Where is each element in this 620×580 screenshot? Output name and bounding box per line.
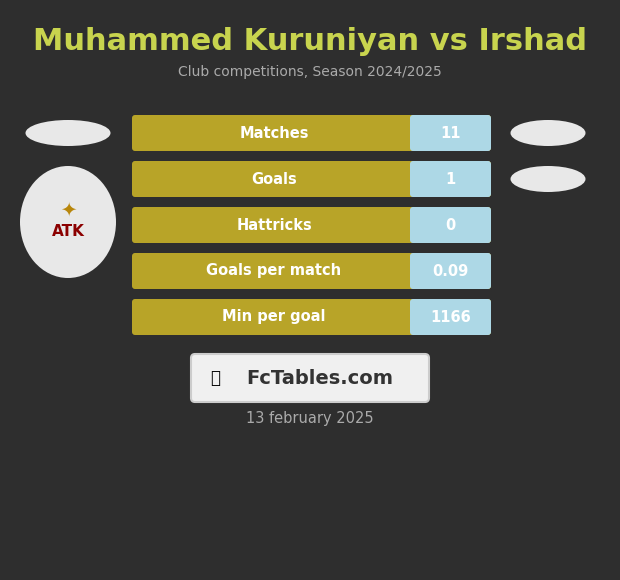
FancyBboxPatch shape: [410, 161, 491, 197]
Text: 13 february 2025: 13 february 2025: [246, 411, 374, 426]
FancyBboxPatch shape: [191, 354, 429, 402]
FancyBboxPatch shape: [410, 299, 491, 335]
Text: Club competitions, Season 2024/2025: Club competitions, Season 2024/2025: [178, 65, 442, 79]
FancyBboxPatch shape: [132, 299, 491, 335]
Text: 0: 0: [445, 218, 456, 233]
FancyBboxPatch shape: [132, 207, 491, 243]
FancyBboxPatch shape: [132, 115, 491, 151]
Ellipse shape: [510, 166, 585, 192]
Text: ATK: ATK: [51, 224, 84, 240]
Text: Goals: Goals: [251, 172, 297, 187]
FancyBboxPatch shape: [410, 253, 491, 289]
FancyBboxPatch shape: [132, 253, 491, 289]
Ellipse shape: [510, 120, 585, 146]
Text: FcTables.com: FcTables.com: [247, 368, 394, 387]
FancyBboxPatch shape: [410, 115, 491, 151]
Text: 1166: 1166: [430, 310, 471, 324]
Text: 📊: 📊: [210, 369, 220, 387]
Text: 11: 11: [440, 125, 461, 140]
Text: 0.09: 0.09: [432, 263, 469, 278]
Text: Hattricks: Hattricks: [236, 218, 312, 233]
FancyBboxPatch shape: [410, 207, 491, 243]
Text: Muhammed Kuruniyan vs Irshad: Muhammed Kuruniyan vs Irshad: [33, 27, 587, 56]
Ellipse shape: [20, 166, 116, 278]
Text: Goals per match: Goals per match: [206, 263, 342, 278]
Ellipse shape: [25, 120, 110, 146]
Text: ✦: ✦: [60, 201, 76, 219]
FancyBboxPatch shape: [132, 161, 491, 197]
Text: 1: 1: [445, 172, 456, 187]
Text: Matches: Matches: [239, 125, 309, 140]
Text: Min per goal: Min per goal: [222, 310, 326, 324]
